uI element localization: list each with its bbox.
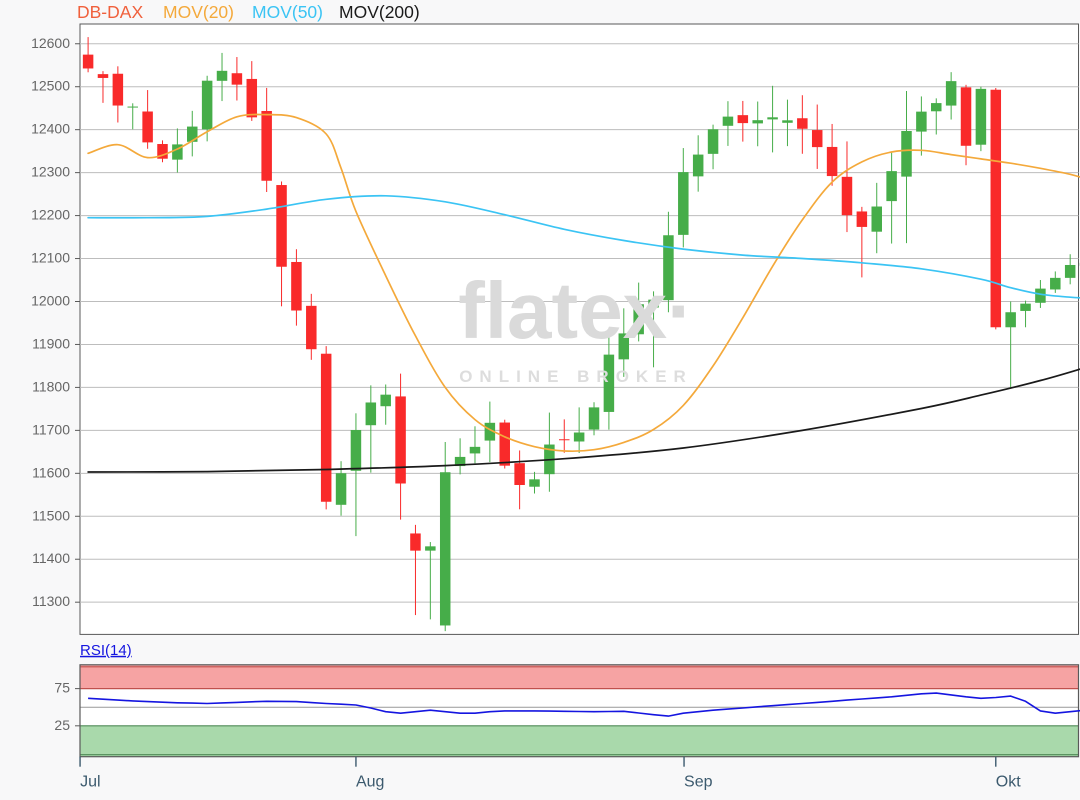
svg-text:MOV(20): MOV(20): [163, 2, 234, 22]
svg-text:Okt: Okt: [996, 774, 1021, 791]
svg-text:75: 75: [54, 680, 70, 696]
svg-text:11500: 11500: [32, 507, 70, 523]
svg-text:MOV(50): MOV(50): [252, 2, 323, 22]
svg-text:11700: 11700: [32, 421, 70, 437]
svg-text:11800: 11800: [32, 378, 70, 394]
svg-text:12100: 12100: [31, 250, 70, 266]
svg-text:25: 25: [54, 717, 70, 733]
svg-text:Aug: Aug: [356, 774, 384, 791]
svg-text:12000: 12000: [31, 292, 70, 308]
svg-text:12200: 12200: [31, 207, 70, 223]
svg-text:ONLINE BROKER: ONLINE BROKER: [459, 367, 693, 386]
svg-text:11300: 11300: [32, 593, 70, 609]
svg-text:MOV(200): MOV(200): [339, 2, 420, 22]
svg-text:12600: 12600: [31, 35, 70, 51]
svg-text:11900: 11900: [32, 335, 70, 351]
svg-text:12400: 12400: [31, 121, 70, 137]
svg-text:Sep: Sep: [684, 774, 713, 791]
svg-text:12500: 12500: [31, 78, 70, 94]
svg-text:flatex·: flatex·: [458, 266, 694, 355]
svg-text:Jul: Jul: [80, 774, 100, 791]
svg-text:RSI(14): RSI(14): [80, 642, 132, 659]
svg-text:11600: 11600: [32, 464, 70, 480]
svg-text:DB-DAX: DB-DAX: [77, 2, 143, 22]
svg-text:11400: 11400: [32, 550, 70, 566]
svg-text:12300: 12300: [31, 164, 70, 180]
